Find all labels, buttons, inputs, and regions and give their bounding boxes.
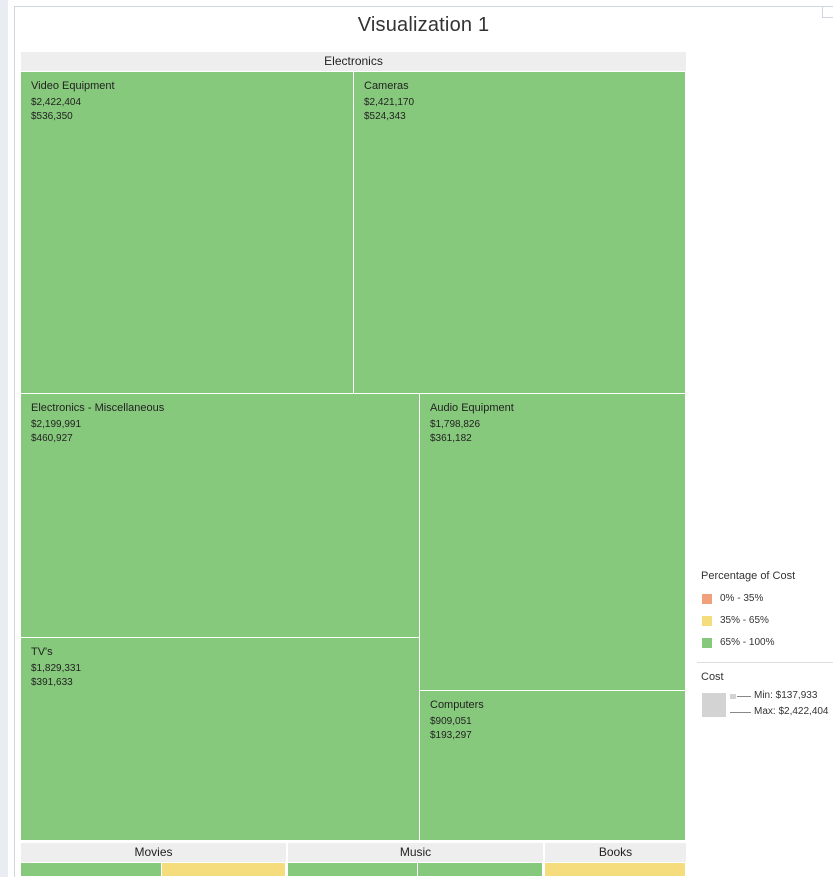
tile-label: Computers <box>430 699 484 711</box>
legend-swatch-high[interactable] <box>702 638 712 648</box>
legend-size-min-swatch <box>730 694 736 699</box>
legend-label-low: 0% - 35% <box>720 593 764 604</box>
tile-value-primary: $1,829,331 <box>31 663 82 674</box>
tile-value-secondary: $193,297 <box>430 730 472 741</box>
legend-size-max-label: Max: $2,422,404 <box>754 706 829 717</box>
category-header-movies[interactable]: Movies <box>21 843 286 862</box>
legend-size-title: Cost <box>701 671 724 683</box>
legend-max-leader <box>730 712 751 713</box>
tile-label: Audio Equipment <box>430 402 514 414</box>
tile-value-secondary: $361,182 <box>430 433 472 444</box>
legend-min-leader <box>737 696 751 697</box>
legend-swatch-low[interactable] <box>702 594 712 604</box>
tile-value-primary: $1,798,826 <box>430 419 481 430</box>
panel-corner-handle[interactable] <box>822 6 833 18</box>
tile-music-first[interactable] <box>288 863 418 877</box>
tile-value-secondary: $460,927 <box>31 433 73 444</box>
left-edge-bar <box>0 0 8 877</box>
tile-value-secondary: $391,633 <box>31 677 73 688</box>
tile-value-primary: $909,051 <box>430 716 472 727</box>
tile-electronics-miscellaneous[interactable]: Electronics - Miscellaneous $2,199,991 $… <box>21 394 420 638</box>
category-header-music[interactable]: Music <box>288 843 543 862</box>
category-header-books[interactable]: Books <box>545 843 686 862</box>
tile-audio-equipment[interactable]: Audio Equipment $1,798,826 $361,182 <box>420 394 686 691</box>
tile-value-secondary: $536,350 <box>31 111 73 122</box>
legend-size-min-label: Min: $137,933 <box>754 690 818 701</box>
legend-size-max-swatch <box>702 693 726 717</box>
legend-label-mid: 35% - 65% <box>720 615 769 626</box>
legend-color-title: Percentage of Cost <box>701 570 796 582</box>
tile-value-primary: $2,199,991 <box>31 419 82 430</box>
category-header-electronics[interactable]: Electronics <box>21 52 686 71</box>
tile-label: Video Equipment <box>31 80 115 92</box>
tile-value-secondary: $524,343 <box>364 111 406 122</box>
tile-computers[interactable]: Computers $909,051 $193,297 <box>420 691 686 841</box>
legend-divider <box>697 662 833 663</box>
tile-label: Electronics - Miscellaneous <box>31 402 165 414</box>
legend-swatch-mid[interactable] <box>702 616 712 626</box>
tile-music-second[interactable] <box>418 863 543 877</box>
tile-label: Cameras <box>364 80 409 92</box>
tile-value-primary: $2,421,170 <box>364 97 415 108</box>
tile-value-primary: $2,422,404 <box>31 97 82 108</box>
tile-video-equipment[interactable]: Video Equipment $2,422,404 $536,350 <box>21 72 354 394</box>
tile-movies-first[interactable] <box>21 863 162 877</box>
tile-movies-second[interactable] <box>162 863 286 877</box>
tile-label: TV's <box>31 646 53 658</box>
tile-cameras[interactable]: Cameras $2,421,170 $524,343 <box>354 72 686 394</box>
tile-tvs[interactable]: TV's $1,829,331 $391,633 <box>21 638 420 841</box>
legend-label-high: 65% - 100% <box>720 637 775 648</box>
chart-title: Visualization 1 <box>357 14 490 36</box>
tile-books-first[interactable] <box>545 863 686 877</box>
